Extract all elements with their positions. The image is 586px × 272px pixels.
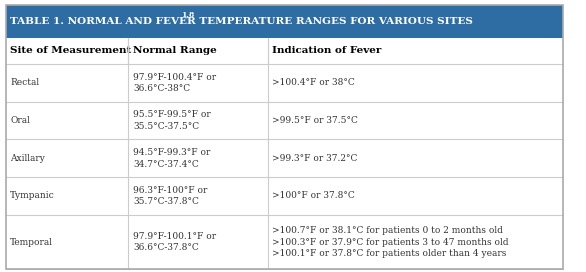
Text: Oral: Oral [10, 116, 30, 125]
Text: 97.9°F-100.1°F or
36.6°C-37.8°C: 97.9°F-100.1°F or 36.6°C-37.8°C [133, 232, 216, 252]
Bar [6, 102, 563, 140]
Text: >100.7°F or 38.1°C for patients 0 to 2 months old
>100.3°F or 37.9°C for patient: >100.7°F or 38.1°C for patients 0 to 2 m… [272, 226, 509, 258]
Text: >100.4°F or 38°C: >100.4°F or 38°C [272, 78, 355, 87]
Text: TABLE 1. NORMAL AND FEVER TEMPERATURE RANGES FOR VARIOUS SITES: TABLE 1. NORMAL AND FEVER TEMPERATURE RA… [10, 17, 473, 26]
Bar [6, 38, 563, 64]
Text: 95.5°F-99.5°F or
35.5°C-37.5°C: 95.5°F-99.5°F or 35.5°C-37.5°C [133, 110, 211, 131]
Text: >99.3°F or 37.2°C: >99.3°F or 37.2°C [272, 154, 357, 163]
Text: Temporal: Temporal [10, 237, 53, 246]
Text: >99.5°F or 37.5°C: >99.5°F or 37.5°C [272, 116, 358, 125]
Text: Tympanic: Tympanic [10, 191, 55, 200]
Bar [6, 5, 563, 38]
Bar [6, 140, 563, 177]
Text: 97.9°F-100.4°F or
36.6°C-38°C: 97.9°F-100.4°F or 36.6°C-38°C [133, 73, 216, 93]
Text: >100°F or 37.8°C: >100°F or 37.8°C [272, 191, 355, 200]
Bar [6, 177, 563, 215]
Text: Indication of Fever: Indication of Fever [272, 46, 381, 55]
Text: 96.3°F-100°F or
35.7°C-37.8°C: 96.3°F-100°F or 35.7°C-37.8°C [133, 186, 207, 206]
Text: Normal Range: Normal Range [133, 46, 217, 55]
Text: Rectal: Rectal [10, 78, 39, 87]
Bar [6, 64, 563, 102]
Text: Site of Measurement: Site of Measurement [10, 46, 131, 55]
Text: 1,8: 1,8 [182, 10, 195, 18]
Text: Axillary: Axillary [10, 154, 45, 163]
Text: 94.5°F-99.3°F or
34.7°C-37.4°C: 94.5°F-99.3°F or 34.7°C-37.4°C [133, 148, 210, 169]
Bar [6, 215, 563, 269]
